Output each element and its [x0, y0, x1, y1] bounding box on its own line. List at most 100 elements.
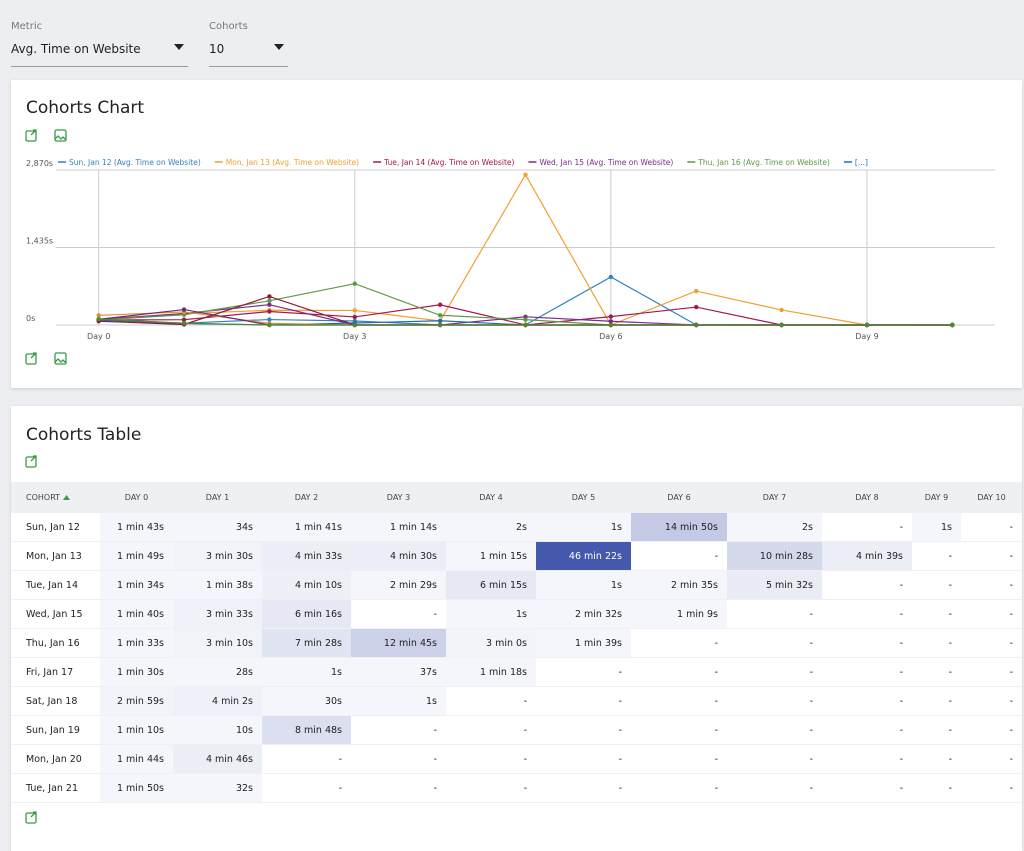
table-cell: 1 min 41s: [262, 513, 351, 542]
cohort-label: Tue, Jan 21: [11, 774, 100, 803]
table-cell: 1 min 33s: [100, 629, 173, 658]
table-row: Tue, Jan 211 min 50s32s---------: [11, 774, 1022, 803]
table-cell: 3 min 33s: [173, 600, 262, 629]
table-cell: 1 min 39s: [536, 629, 631, 658]
y-tick-label: 0s: [26, 314, 35, 323]
table-cell: 1 min 44s: [100, 745, 173, 774]
table-cell: 4 min 46s: [173, 745, 262, 774]
table-cell: -: [822, 571, 912, 600]
sort-arrow[interactable]: [63, 495, 70, 500]
column-header: DAY 0: [100, 482, 173, 513]
image-icon[interactable]: [55, 353, 66, 364]
legend-label: Thu, Jan 16 (Avg. Time on Website): [697, 158, 830, 167]
table-row: Fri, Jan 171 min 30s28s1s37s1 min 18s---…: [11, 658, 1022, 687]
data-point: [182, 321, 186, 325]
cohort-label: Tue, Jan 14: [11, 571, 100, 600]
table-cell: -: [912, 745, 961, 774]
table-cell: 4 min 33s: [262, 542, 351, 571]
series-line: [99, 175, 953, 325]
data-point: [438, 313, 442, 317]
table-cell: 1 min 10s: [100, 716, 173, 745]
table-cell: -: [822, 745, 912, 774]
table-cell: -: [446, 745, 536, 774]
table-cell: -: [912, 658, 961, 687]
table-cell: -: [536, 658, 631, 687]
table-cell: 30s: [262, 687, 351, 716]
column-header: DAY 1: [173, 482, 262, 513]
table-cell: 34s: [173, 513, 262, 542]
table-cell: -: [822, 716, 912, 745]
export-icon[interactable]: [25, 811, 39, 825]
table-cell: -: [631, 687, 727, 716]
data-point: [609, 323, 613, 327]
table-cell: 2 min 59s: [100, 687, 173, 716]
table-cell: -: [961, 513, 1022, 542]
column-header: DAY 3: [351, 482, 446, 513]
table-cell: -: [961, 542, 1022, 571]
table-cell: -: [727, 687, 822, 716]
table-cell: 1s: [536, 571, 631, 600]
table-cell: -: [536, 774, 631, 803]
table-cell: 6 min 16s: [262, 600, 351, 629]
data-point: [950, 323, 954, 327]
table-cell: -: [631, 629, 727, 658]
export-icon[interactable]: [25, 455, 39, 469]
data-point: [609, 275, 613, 279]
cohorts-table: COHORT DAY 0DAY 1DAY 2DAY 3DAY 4DAY 5DAY…: [11, 482, 1022, 803]
data-point: [96, 317, 100, 321]
cohort-label: Thu, Jan 16: [11, 629, 100, 658]
table-cell: 1 min 50s: [100, 774, 173, 803]
data-point: [267, 323, 271, 327]
data-point: [523, 323, 527, 327]
table-cell: 1 min 34s: [100, 571, 173, 600]
table-cell: 32s: [173, 774, 262, 803]
table-cell: -: [351, 716, 446, 745]
data-point: [523, 317, 527, 321]
table-cell: -: [351, 600, 446, 629]
table-cell: 10 min 28s: [727, 542, 822, 571]
table-cell: 1 min 15s: [446, 542, 536, 571]
table-cell: -: [536, 745, 631, 774]
table-cell: -: [631, 716, 727, 745]
column-header: DAY 10: [961, 482, 1022, 513]
table-cell: -: [961, 774, 1022, 803]
legend-label: Tue, Jan 14 (Avg. Time on Website): [383, 158, 514, 167]
table-cell: 1s: [446, 600, 536, 629]
column-header: DAY 6: [631, 482, 727, 513]
table-cell: -: [912, 774, 961, 803]
x-tick-label: Day 9: [855, 332, 878, 341]
data-point: [865, 323, 869, 327]
table-cell: -: [822, 774, 912, 803]
legend-label: Mon, Jan 13 (Avg. Time on Website): [226, 158, 359, 167]
data-point: [779, 308, 783, 312]
table-cell: 1 min 38s: [173, 571, 262, 600]
table-cell: 12 min 45s: [351, 629, 446, 658]
table-cell: -: [536, 716, 631, 745]
table-row: Mon, Jan 201 min 44s4 min 46s---------: [11, 745, 1022, 774]
table-cell: 1 min 49s: [100, 542, 173, 571]
legend-more: [...]: [855, 158, 868, 167]
data-point: [438, 303, 442, 307]
table-cell: 1s: [351, 687, 446, 716]
data-point: [438, 319, 442, 323]
table-cell: 4 min 39s: [822, 542, 912, 571]
y-tick-label: 1,435s: [26, 237, 53, 246]
data-point: [353, 323, 357, 327]
table-cell: -: [262, 774, 351, 803]
legend-label: Wed, Jan 15 (Avg. Time on Website): [539, 158, 673, 167]
export-icon[interactable]: [26, 353, 36, 364]
table-cell: 1 min 18s: [446, 658, 536, 687]
cohort-label: Fri, Jan 17: [11, 658, 100, 687]
table-cell: -: [727, 745, 822, 774]
table-row: Tue, Jan 141 min 34s1 min 38s4 min 10s2 …: [11, 571, 1022, 600]
table-cell: -: [446, 774, 536, 803]
column-header: DAY 4: [446, 482, 536, 513]
image-icon[interactable]: [55, 130, 66, 141]
table-cell: -: [351, 774, 446, 803]
column-header: COHORT: [11, 482, 100, 513]
table-cell: -: [727, 716, 822, 745]
table-cell: -: [822, 600, 912, 629]
export-icon[interactable]: [26, 130, 36, 141]
table-cell: -: [912, 716, 961, 745]
